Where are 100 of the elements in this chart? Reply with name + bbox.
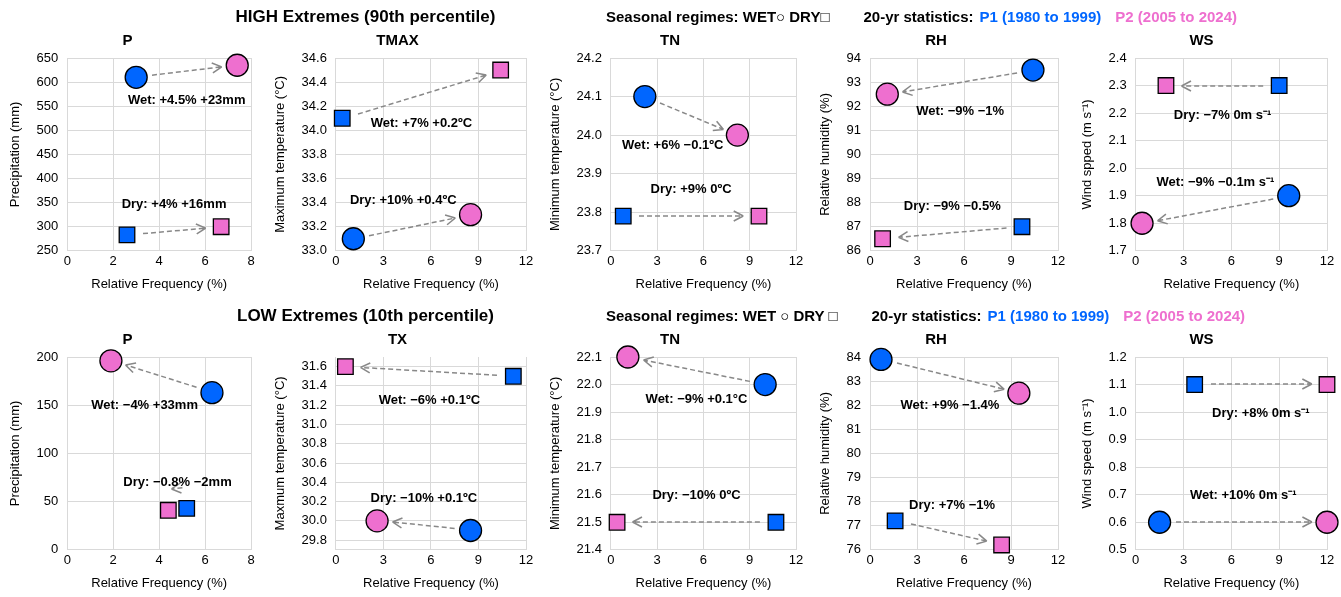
y-axis-title: Wind spped (m s⁻¹) xyxy=(1079,99,1095,210)
x-axis-title: Relative Frequency (%) xyxy=(635,275,772,291)
y-tick-label: 30.2 xyxy=(301,492,327,508)
y-axis-title: Maxmum temperature (°C) xyxy=(272,375,288,530)
point xyxy=(1021,58,1045,82)
y-tick-label: 21.8 xyxy=(576,430,602,446)
annotation: Dry: +9% 0ºC xyxy=(650,180,732,196)
y-tick-label: 34.2 xyxy=(301,97,327,113)
y-tick-label: 0.5 xyxy=(1108,540,1127,556)
y-axis-title: Minimum temperature (°C) xyxy=(547,77,563,232)
x-tick-label: 6 xyxy=(1227,253,1235,269)
y-tick-label: 33.8 xyxy=(301,145,327,161)
text: LOW Extremes (10th percentile) xyxy=(237,305,494,325)
x-tick-label: 6 xyxy=(1227,551,1235,567)
y-tick-label: 24.2 xyxy=(576,49,602,65)
annotation: Wet: +4.5% +23mm xyxy=(127,91,246,107)
y-tick-label: 30.0 xyxy=(301,511,327,527)
y-tick-label: 650 xyxy=(36,49,59,65)
y-tick-label: 0.8 xyxy=(1108,458,1127,474)
x-tick-label: 3 xyxy=(1179,253,1188,269)
y-tick-label: 84 xyxy=(846,348,862,364)
x-tick-label: 4 xyxy=(155,253,163,269)
annotation: Dry: +7% −1% xyxy=(909,496,996,512)
chart-title: TMAX xyxy=(376,31,419,49)
x-tick-label: 0 xyxy=(332,551,340,567)
x-tick-label: 12 xyxy=(1050,551,1066,567)
annotation: Dry: −10% +0.1ºC xyxy=(370,489,478,505)
x-axis-title: Relative Frequency (%) xyxy=(363,574,499,590)
y-tick-label: 400 xyxy=(36,170,59,186)
x-tick-label: 9 xyxy=(1275,551,1283,567)
y-tick-label: 22.0 xyxy=(576,375,602,391)
x-tick-label: 0 xyxy=(63,551,71,567)
x-tick-label: 12 xyxy=(518,551,534,567)
point xyxy=(874,230,892,248)
y-tick-label: 31.6 xyxy=(301,357,327,373)
x-tick-label: 9 xyxy=(1007,551,1015,567)
annotation: Wet: −9% −1% xyxy=(916,102,1005,118)
point xyxy=(725,123,750,147)
y-tick-label: 34.4 xyxy=(301,73,327,89)
annotation: Dry: −7% 0m s⁻¹ xyxy=(1173,105,1272,123)
annotation: Dry: −9% −0.5% xyxy=(903,197,1001,213)
y-tick-label: 30.8 xyxy=(301,434,327,450)
point xyxy=(633,84,657,109)
annotation: Wet: +7% +0.2ºC xyxy=(370,114,473,130)
point xyxy=(336,357,354,375)
y-tick-label: 77 xyxy=(846,516,862,532)
y-tick-label: 450 xyxy=(36,145,59,161)
y-tick-label: 86 xyxy=(846,242,862,258)
y-tick-label: 2.3 xyxy=(1108,77,1127,93)
y-tick-label: 24.1 xyxy=(576,88,602,104)
x-tick-label: 0 xyxy=(607,551,615,567)
x-tick-label: 8 xyxy=(247,253,255,269)
y-tick-label: 94 xyxy=(846,49,862,65)
chart-title: WS xyxy=(1189,31,1214,49)
x-tick-label: 12 xyxy=(788,253,804,269)
point xyxy=(993,536,1011,553)
x-tick-label: 9 xyxy=(1007,253,1015,269)
y-tick-label: 21.5 xyxy=(576,513,602,529)
y-tick-label: 34.0 xyxy=(301,121,327,137)
x-axis-title: Relative Frequency (%) xyxy=(1163,574,1300,590)
y-tick-label: 21.9 xyxy=(576,403,602,419)
x-tick-label: 9 xyxy=(474,253,483,269)
x-tick-label: 4 xyxy=(155,551,163,567)
y-tick-label: 2.1 xyxy=(1108,132,1127,148)
point xyxy=(616,344,640,369)
annotation: Dry: +4% +16mm xyxy=(121,195,227,211)
y-tick-label: 29.8 xyxy=(301,531,327,547)
chart-title: P xyxy=(122,31,133,49)
y-tick-label: 83 xyxy=(846,372,862,388)
y-tick-label: 500 xyxy=(36,121,59,137)
x-tick-label: 0 xyxy=(63,253,71,269)
y-tick-label: 33.4 xyxy=(301,194,327,210)
y-tick-label: 1.0 xyxy=(1108,403,1127,419)
text: Seasonal regimes: WET○ DRY□ xyxy=(606,8,830,25)
y-tick-label: 22.1 xyxy=(576,348,602,364)
x-tick-label: 3 xyxy=(653,253,661,269)
x-tick-label: 2 xyxy=(109,551,117,567)
x-tick-label: 6 xyxy=(699,253,708,269)
x-tick-label: 3 xyxy=(379,253,388,269)
y-tick-label: 250 xyxy=(36,242,59,258)
y-tick-label: 79 xyxy=(846,468,862,484)
y-tick-label: 89 xyxy=(846,170,862,186)
y-tick-label: 92 xyxy=(846,97,862,113)
point xyxy=(1013,218,1031,236)
point xyxy=(504,367,522,385)
point xyxy=(614,207,632,225)
y-tick-label: 21.6 xyxy=(576,485,602,501)
chart-title: P xyxy=(122,329,133,347)
y-tick-label: 350 xyxy=(36,194,59,210)
x-tick-label: 6 xyxy=(201,253,209,269)
text: HIGH Extremes (90th percentile) xyxy=(235,7,496,26)
point xyxy=(178,499,196,517)
y-tick-label: 2.2 xyxy=(1108,104,1127,120)
y-axis-title: Precipitation (mm) xyxy=(7,101,23,208)
x-tick-label: 6 xyxy=(699,551,708,567)
y-tick-label: 93 xyxy=(846,73,862,89)
x-tick-label: 6 xyxy=(201,551,209,567)
x-tick-label: 12 xyxy=(1050,253,1066,269)
y-tick-label: 0 xyxy=(51,540,59,556)
chart-title: TN xyxy=(660,31,680,49)
